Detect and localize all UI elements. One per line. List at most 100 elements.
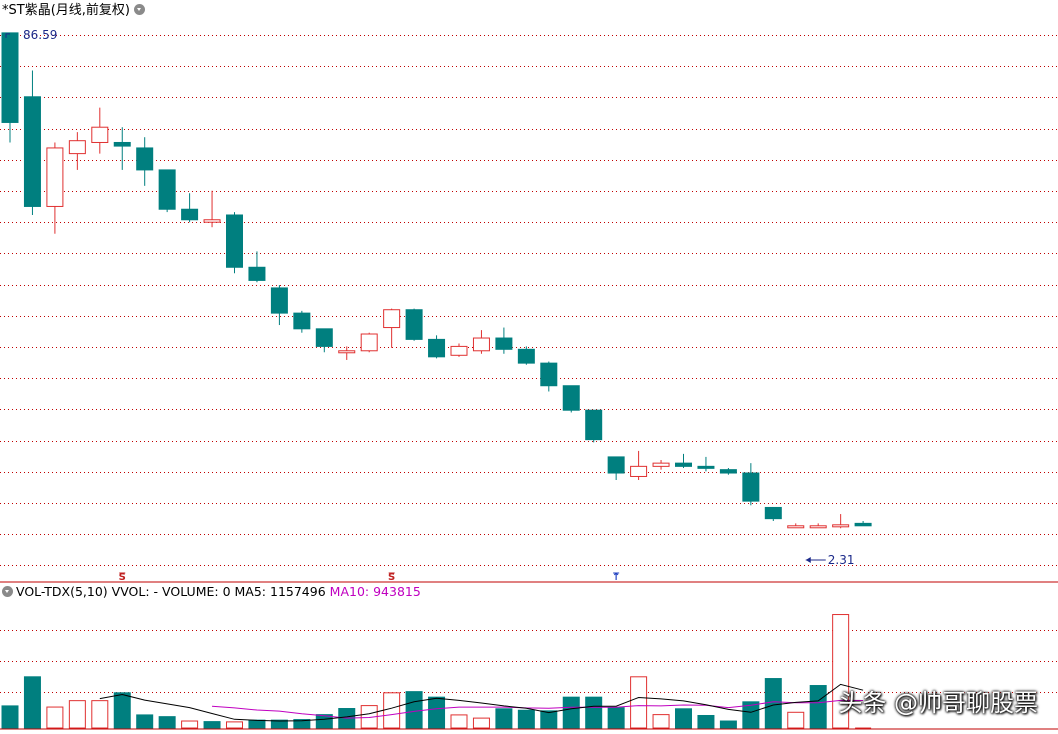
volume-bar <box>787 711 805 729</box>
ma10-line <box>211 699 864 719</box>
volume-bar <box>293 719 311 729</box>
low-pointer-head <box>805 557 811 563</box>
volume-bar <box>383 692 401 729</box>
volume-bar <box>428 696 446 729</box>
candle-body <box>742 472 760 502</box>
ma5-value: MA5: 1157496 <box>234 584 326 599</box>
volume-bar <box>1 705 19 729</box>
volume-bar <box>68 700 86 729</box>
volume-bar <box>742 701 760 729</box>
signal-marker: S <box>388 572 395 583</box>
volume-bar <box>472 717 490 729</box>
high-pointer <box>5 33 10 38</box>
volume-bar <box>113 692 131 729</box>
volume-bar <box>675 708 692 729</box>
candle-body <box>1 32 19 123</box>
candle-body <box>248 266 266 281</box>
candle-body <box>472 337 490 352</box>
signal-marker: ↑ <box>612 572 620 583</box>
candle-body <box>675 462 692 467</box>
volume-bar <box>832 614 850 729</box>
candle-body <box>428 338 446 358</box>
low-price-label: 2.31 <box>828 553 855 567</box>
volume-bar <box>203 721 221 729</box>
volume-indicator-name[interactable]: VOL-TDX(5,10) <box>16 584 108 599</box>
vvol-value: VVOL: - <box>111 584 159 599</box>
candle-body <box>360 333 378 352</box>
indicator-menu-icon[interactable] <box>2 586 13 597</box>
candle-body <box>270 287 288 314</box>
volume-bar <box>607 707 625 729</box>
candle-body <box>158 169 176 210</box>
candlesticks[interactable] <box>1 32 872 529</box>
candle-body <box>652 462 670 467</box>
candle-body <box>764 506 782 520</box>
candle-body <box>517 348 535 364</box>
candle-body <box>68 140 86 155</box>
candle-body <box>136 147 154 171</box>
volume-bar <box>248 719 266 729</box>
volume-indicator-header: VOL-TDX(5,10) VVOL: - VOLUME: 0 MA5: 115… <box>2 584 421 599</box>
volume-bar <box>495 708 513 729</box>
volume-bar <box>585 696 603 729</box>
candle-body <box>23 96 41 207</box>
candle-body <box>450 345 468 356</box>
candle-body <box>293 312 311 330</box>
volume-bar <box>46 706 64 729</box>
candle-body <box>226 214 243 268</box>
volume-bar <box>23 676 41 729</box>
volume-bar <box>719 720 737 729</box>
volume-bar <box>517 709 535 729</box>
candle-body <box>854 522 872 527</box>
candle-body <box>809 525 827 529</box>
volume-bar <box>630 676 648 729</box>
volume-value: VOLUME: 0 <box>162 584 231 599</box>
chart-title-bar: *ST紫晶(月线,前复权) <box>2 0 145 18</box>
dropdown-menu-icon[interactable] <box>133 4 145 15</box>
candle-body <box>383 309 401 329</box>
volume-bar <box>405 691 423 729</box>
volume-bar <box>652 714 670 729</box>
volume-bar <box>91 700 109 729</box>
candle-body <box>203 219 221 223</box>
ma10-value: MA10: 943815 <box>329 584 421 599</box>
volume-bar <box>697 714 715 729</box>
candle-body <box>315 328 333 347</box>
signal-markers: S S ↑ <box>119 572 621 583</box>
watermark: 头条 @帅哥聊股票 <box>838 689 1038 717</box>
candle-body <box>787 525 805 529</box>
high-price-label: 86.59 <box>23 28 57 42</box>
candle-body <box>113 141 131 147</box>
volume-bar <box>181 720 199 729</box>
candle-body <box>562 385 580 411</box>
volume-bar <box>158 716 176 729</box>
candle-body <box>697 465 715 469</box>
candle-body <box>181 208 199 221</box>
volume-bar <box>315 714 333 729</box>
volume-bar <box>226 721 243 729</box>
volume-bar <box>562 696 580 729</box>
volume-bar <box>764 678 782 729</box>
candle-body <box>91 126 109 143</box>
price-labels: 86.59 2.31 <box>5 28 855 567</box>
volume-bar <box>450 714 468 729</box>
volume-bar <box>136 714 154 729</box>
price-gridlines <box>0 35 1058 566</box>
candle-body <box>585 409 603 441</box>
candle-body <box>832 524 850 528</box>
signal-marker: S <box>119 572 126 583</box>
candle-body <box>540 362 558 387</box>
candle-body <box>405 309 423 340</box>
candle-body <box>338 350 356 354</box>
volume-bar <box>270 719 288 729</box>
candle-body <box>630 465 648 477</box>
candle-body <box>607 456 625 474</box>
volume-ma-lines <box>99 683 864 722</box>
volume-gridlines <box>0 630 1058 693</box>
chart-title: *ST紫晶(月线,前复权) <box>2 3 130 18</box>
volume-bar <box>540 710 558 729</box>
volume-bar <box>809 685 827 729</box>
candle-body <box>46 147 64 207</box>
candle-body <box>495 337 513 350</box>
